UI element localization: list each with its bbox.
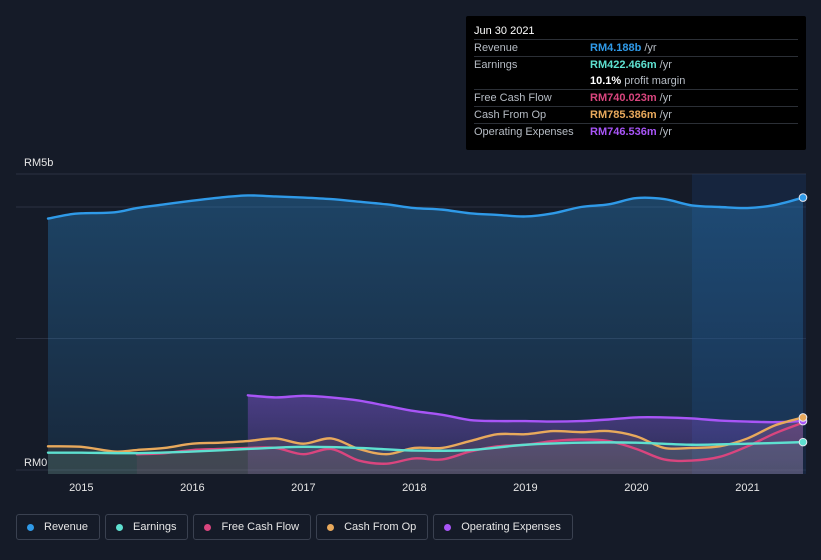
legend-item-cash-from-op[interactable]: Cash From Op: [316, 514, 429, 540]
x-tick-label: 2020: [624, 482, 648, 494]
legend-label: Revenue: [44, 521, 89, 533]
tooltip-row-operating-expenses: Operating Expenses RM746.536m /yr: [474, 123, 798, 140]
x-tick-label: 2019: [513, 482, 537, 494]
tooltip-label: Operating Expenses: [474, 126, 574, 138]
legend-dot-icon: [204, 523, 212, 531]
line-earnings: [46, 440, 805, 455]
line-revenue: [46, 194, 805, 220]
series-lines: [46, 194, 805, 465]
legend-item-operating-expenses[interactable]: Operating Expenses: [433, 514, 573, 540]
legend-label: Operating Expenses: [461, 521, 561, 533]
tooltip-value: RM746.536m: [590, 126, 657, 138]
legend-item-free-cash-flow[interactable]: Free Cash Flow: [193, 514, 312, 540]
area-free-cash-flow: [136, 422, 803, 474]
line-operating-expenses: [246, 394, 805, 424]
x-tick-label: 2021: [735, 482, 759, 494]
legend-item-revenue[interactable]: Revenue: [16, 514, 101, 540]
x-tick-label: 2018: [402, 482, 426, 494]
tooltip-row-profit-margin: 10.1% profit margin: [474, 73, 798, 89]
tooltip-row-cash-from-op: Cash From Op RM785.386m /yr: [474, 106, 798, 123]
marker-revenue: [798, 193, 808, 202]
tooltip-row-earnings: Earnings RM422.466m /yr: [474, 56, 798, 73]
tooltip-label: Free Cash Flow: [474, 92, 552, 104]
y-axis-top-label: RM5b: [24, 157, 53, 169]
line-cash-from-op: [46, 416, 805, 456]
marker-cash-from-op: [798, 413, 808, 422]
tooltip-value: RM785.386m: [590, 109, 657, 121]
tooltip-value: RM4.188b: [590, 42, 642, 54]
tooltip-label: Cash From Op: [474, 109, 547, 121]
tooltip-label: [474, 73, 590, 89]
tooltip-row-free-cash-flow: Free Cash Flow RM740.023m /yr: [474, 89, 798, 106]
tooltip-label: Earnings: [474, 59, 518, 71]
tooltip-panel: Jun 30 2021 Revenue RM4.188b /yr Earning…: [466, 16, 806, 150]
tooltip-label: Revenue: [474, 42, 519, 54]
tooltip-value: 10.1%: [590, 75, 622, 87]
x-axis-ticks: 2015 2016 2017 2018 2019 2020 2021: [69, 482, 760, 494]
x-tick-label: 2015: [69, 482, 93, 494]
tooltip-unit: /yr: [659, 109, 672, 121]
area-cash-from-op: [48, 417, 803, 474]
legend-dot-icon: [116, 523, 124, 531]
tooltip-unit: /yr: [659, 59, 672, 71]
legend-dot-icon: [444, 523, 452, 531]
chart-canvas: RM5b RM0 2015 2016 2017 2018 2019 2020 2021: [16, 157, 808, 494]
legend-label: Cash From Op: [344, 521, 417, 533]
tooltip-value: RM422.466m: [590, 59, 657, 71]
tooltip-date: Jun 30 2021: [474, 25, 535, 37]
y-axis-bottom-label: RM0: [24, 457, 47, 469]
legend-label: Earnings: [133, 521, 177, 533]
series-end-markers: [798, 193, 808, 447]
tooltip-value: RM740.023m: [590, 92, 657, 104]
legend-dot-icon: [27, 523, 34, 531]
tooltip-row-revenue: Revenue RM4.188b /yr: [474, 39, 798, 56]
tooltip-unit: /yr: [659, 126, 672, 138]
legend-item-earnings[interactable]: Earnings: [105, 514, 189, 540]
tooltip-unit: /yr: [659, 92, 672, 104]
marker-earnings: [798, 437, 808, 447]
x-tick-label: 2016: [180, 482, 204, 494]
area-revenue: [48, 195, 803, 474]
tooltip-unit: profit margin: [624, 75, 686, 87]
legend-dot-icon: [327, 523, 335, 531]
tooltip-unit: /yr: [644, 42, 657, 54]
legend-label: Free Cash Flow: [221, 521, 300, 533]
x-tick-label: 2017: [291, 482, 315, 494]
series-areas: [48, 195, 804, 474]
legend: Revenue Earnings Free Cash Flow Cash Fro…: [16, 514, 573, 540]
